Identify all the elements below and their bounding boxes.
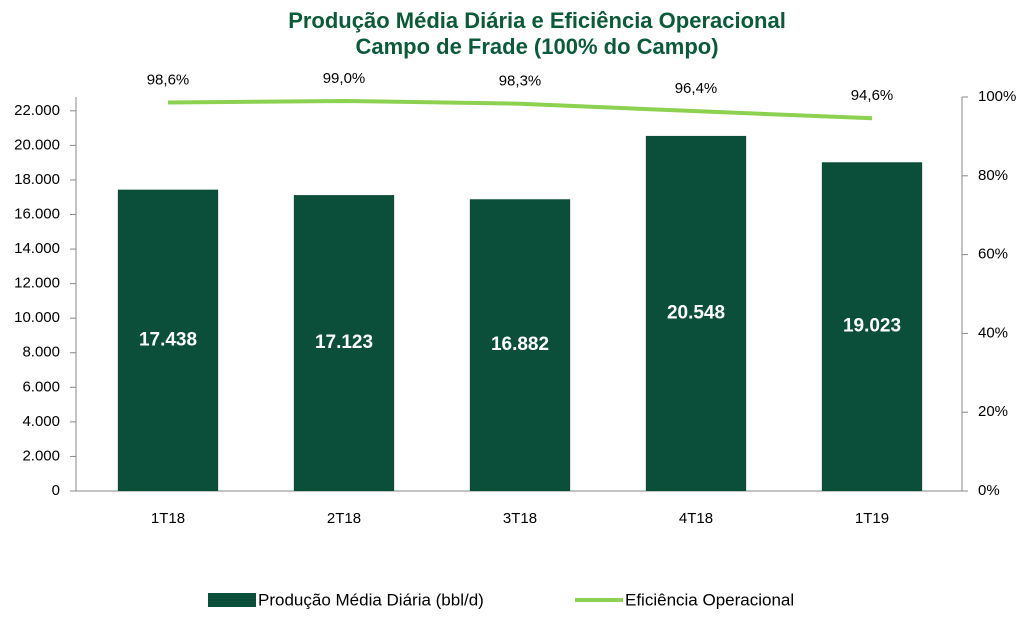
y-tick-label: 2.000: [22, 447, 60, 464]
x-tick-label: 1T18: [151, 510, 185, 527]
y-tick-label: 8.000: [22, 344, 60, 361]
y-tick-label: 10.000: [14, 309, 60, 326]
line-value-label: 96,4%: [675, 80, 718, 97]
y-tick-label: 20.000: [14, 136, 60, 153]
line-value-label: 99,0%: [323, 70, 366, 87]
line: [167, 98, 873, 121]
y-tick-label: 22.000: [14, 102, 60, 119]
x-tick-label: 3T18: [503, 510, 537, 527]
y2-tick-label: 40%: [978, 324, 1008, 341]
x-tick-label: 4T18: [679, 510, 713, 527]
y2-tick-label: 20%: [978, 403, 1008, 420]
y2-tick-label: 0%: [978, 482, 1000, 499]
y2-tick-label: 60%: [978, 246, 1008, 263]
line-value-label: 98,6%: [147, 71, 190, 88]
bar: [293, 195, 395, 491]
bar-value-label: 17.123: [315, 332, 373, 353]
bar-value-label: 17.438: [139, 329, 197, 350]
legend-label: Eficiência Operacional: [625, 590, 794, 609]
bar: [117, 189, 219, 491]
y-tick-label: 0: [52, 482, 60, 499]
bar-value-label: 20.548: [667, 302, 725, 323]
y2-tick-label: 80%: [978, 167, 1008, 184]
legend-swatch: [208, 593, 256, 607]
y2-tick-label: 100%: [978, 88, 1016, 105]
y-tick-label: 6.000: [22, 378, 60, 395]
y-tick-label: 4.000: [22, 413, 60, 430]
y-tick-label: 18.000: [14, 171, 60, 188]
legend-label: Produção Média Diária (bbl/d): [258, 590, 484, 609]
x-tick-label: 1T19: [855, 510, 889, 527]
bar: [645, 135, 747, 491]
bar: [469, 199, 571, 491]
bar-value-label: 19.023: [843, 316, 901, 337]
y-tick-label: 14.000: [14, 240, 60, 257]
chart-title: Produção Média Diária e Eficiência Opera…: [288, 8, 786, 33]
x-tick-label: 2T18: [327, 510, 361, 527]
line-value-label: 94,6%: [851, 87, 894, 104]
y-tick-label: 16.000: [14, 205, 60, 222]
bar-value-label: 16.882: [491, 334, 549, 355]
bar: [821, 162, 923, 491]
chart-subtitle: Campo de Frade (100% do Campo): [355, 34, 718, 59]
line-value-label: 98,3%: [499, 73, 542, 90]
y-tick-label: 12.000: [14, 275, 60, 292]
